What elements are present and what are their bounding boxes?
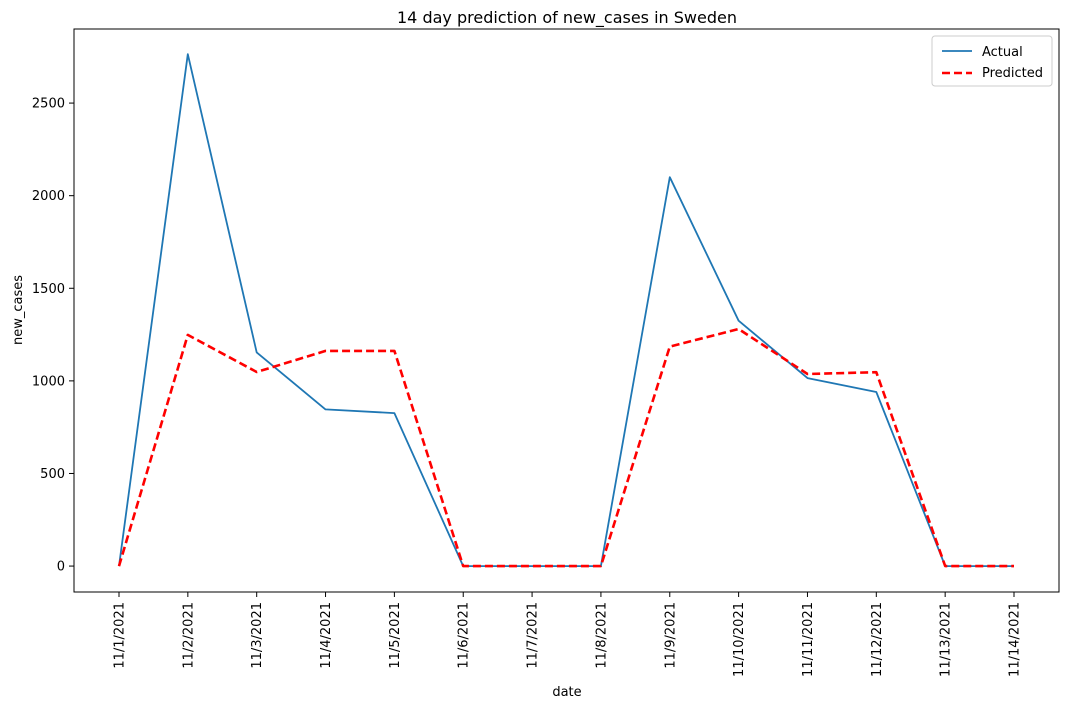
legend: Actual Predicted [931,35,1053,87]
y-tick-label: 500 [40,467,65,482]
x-tick-label: 11/12/2021 [870,602,885,677]
x-tick-label: 11/4/2021 [319,602,334,669]
legend-label-predicted: Predicted [982,66,1043,81]
series-line-predicted [117,327,1014,568]
x-axis-label: date [552,685,581,700]
y-tick-label: 2000 [32,189,65,204]
legend-label-actual: Actual [982,45,1023,60]
y-axis: 0 500 1000 1500 2000 2500 [32,97,74,575]
y-tick-label: 2500 [32,97,65,112]
x-tick-label: 11/11/2021 [801,602,816,677]
chart-title: 14 day prediction of new_cases in Sweden [397,8,737,28]
x-tick-label: 11/13/2021 [939,602,954,677]
x-tick-label: 11/8/2021 [594,602,609,669]
x-tick-label: 11/3/2021 [250,602,265,669]
x-tick-label: 11/7/2021 [526,602,541,669]
x-tick-label: 11/9/2021 [663,602,678,669]
y-tick-label: 0 [57,560,65,575]
series-layer [117,53,1014,568]
y-tick-label: 1000 [32,374,65,389]
x-axis: 11/1/2021 11/2/2021 11/3/2021 11/4/2021 11/5… [113,592,1023,677]
y-axis-label: new_cases [11,275,26,345]
x-tick-label: 11/5/2021 [388,602,403,669]
x-tick-label: 11/14/2021 [1008,602,1023,677]
x-tick-label: 11/10/2021 [732,602,747,677]
series-line-actual [118,53,1014,567]
plot-area [73,28,1060,593]
x-tick-label: 11/6/2021 [457,602,472,669]
x-tick-label: 11/1/2021 [113,602,128,669]
x-tick-label: 11/2/2021 [181,602,196,669]
y-tick-label: 1500 [32,282,65,297]
